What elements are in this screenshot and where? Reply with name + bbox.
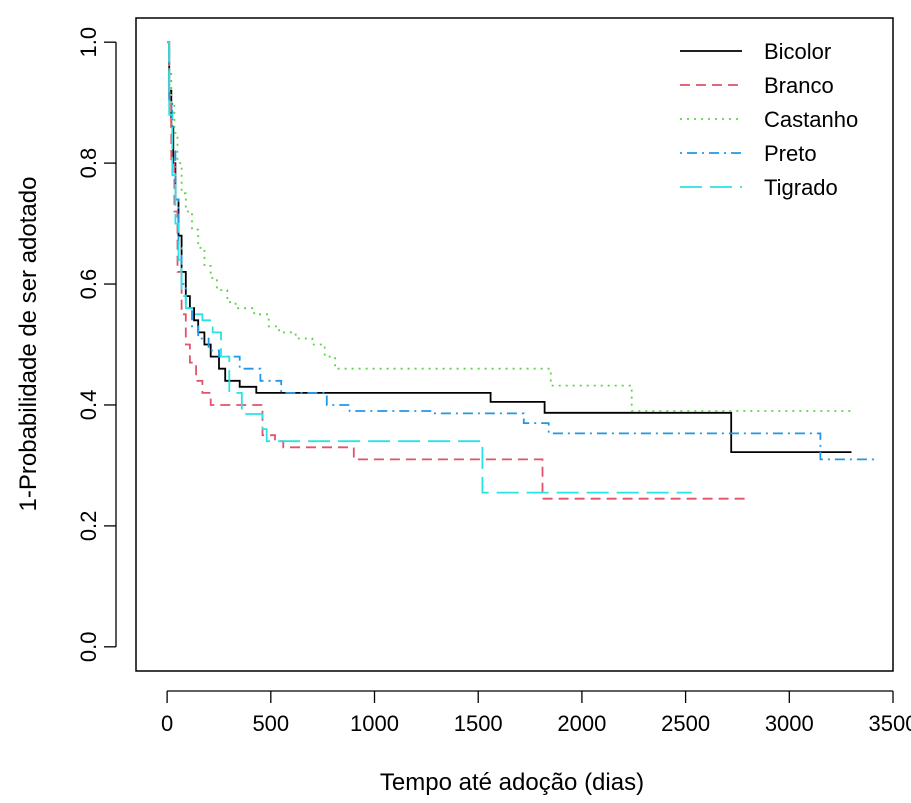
x-tick-label: 3000 (765, 711, 814, 736)
series-layer (167, 41, 877, 500)
series-line-castanho (167, 41, 852, 412)
y-tick-label: 0.4 (76, 390, 101, 421)
legend-label-tigrado: Tigrado (764, 175, 838, 200)
series-line-tigrado (167, 41, 692, 494)
y-tick-label: 1.0 (76, 27, 101, 58)
x-tick-label: 2500 (661, 711, 710, 736)
y-axis-title: 1-Probabilidade de ser adotado (15, 177, 42, 512)
series-line-branco (167, 41, 748, 500)
series-line-preto (167, 41, 877, 461)
y-tick-label: 0.8 (76, 148, 101, 179)
series-line-bicolor (167, 41, 852, 453)
legend-label-preto: Preto (764, 141, 817, 166)
x-tick-label: 2000 (557, 711, 606, 736)
legend-label-castanho: Castanho (764, 107, 858, 132)
legend: Bicolor Branco Castanho Preto Tigrado (680, 39, 858, 200)
x-tick-label: 0 (161, 711, 173, 736)
y-tick-label: 0.6 (76, 269, 101, 300)
y-axis: 0.0 0.2 0.4 0.6 0.8 1.0 (76, 27, 117, 663)
y-tick-label: 0.0 (76, 632, 101, 663)
x-axis-title: Tempo até adoção (dias) (380, 769, 644, 796)
legend-label-bicolor: Bicolor (764, 39, 831, 64)
y-tick-label: 0.2 (76, 511, 101, 542)
legend-label-branco: Branco (764, 73, 834, 98)
x-tick-label: 1000 (350, 711, 399, 736)
x-tick-label: 500 (252, 711, 289, 736)
x-tick-label: 1500 (454, 711, 503, 736)
plot-frame (135, 17, 894, 672)
